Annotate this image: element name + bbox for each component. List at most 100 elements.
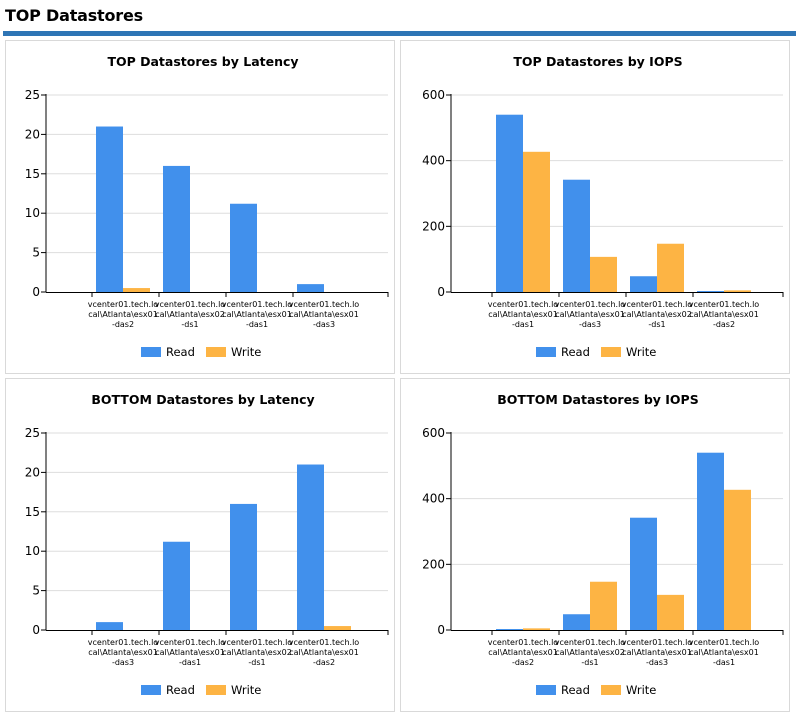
bar-read-4[interactable] <box>697 291 724 292</box>
header-divider-bar <box>3 31 796 36</box>
x-tick-label: cal\Atlanta\esx02 <box>155 310 225 319</box>
chart-bottom-latency: BOTTOM Datastores by Latency 0 5 10 15 20 25 vc… <box>25 392 389 697</box>
y-tick-label: 600 <box>422 88 445 102</box>
legend-label-write[interactable]: Write <box>626 683 656 697</box>
bar-read-4[interactable] <box>697 452 724 630</box>
x-tick-label: -ds1 <box>181 320 198 329</box>
chart-panel-top-iops: TOP Datastores by IOPS 0 200 400 600 vcenter0… <box>400 40 790 374</box>
legend-label-write[interactable]: Write <box>231 683 261 697</box>
bar-write-3[interactable] <box>657 243 684 292</box>
bar-read-3[interactable] <box>630 276 657 292</box>
x-tick-label: vcenter01.tech.lo <box>155 638 225 647</box>
y-tick-label: 0 <box>32 285 40 299</box>
bar-read-2[interactable] <box>563 179 590 292</box>
x-tick-label: -das3 <box>313 320 335 329</box>
bar-write-3[interactable] <box>657 594 684 630</box>
bar-read-3[interactable] <box>630 517 657 630</box>
x-tick-label: -ds1 <box>581 658 598 667</box>
chart-title: TOP Datastores by Latency <box>107 54 298 69</box>
bar-read-4[interactable] <box>297 284 324 292</box>
bar-read-2[interactable] <box>163 541 190 630</box>
page-header: TOP Datastores <box>0 0 799 37</box>
bar-read-4[interactable] <box>297 464 324 630</box>
x-tick-label: -das2 <box>512 658 534 667</box>
bar-write-4[interactable] <box>724 489 751 630</box>
x-tick-label: vcenter01.tech.lo <box>289 638 359 647</box>
x-tick-label: vcenter01.tech.lo <box>155 300 225 309</box>
legend-swatch-read[interactable] <box>536 347 556 357</box>
bar-read-3[interactable] <box>230 503 257 630</box>
bar-read-3[interactable] <box>230 203 257 292</box>
x-tick-label: cal\Atlanta\esx01 <box>488 310 558 319</box>
x-tick-label: vcenter01.tech.lo <box>222 638 292 647</box>
legend-swatch-read[interactable] <box>141 685 161 695</box>
legend-label-read[interactable]: Read <box>166 345 195 359</box>
x-tick-label: -ds1 <box>648 320 665 329</box>
y-tick-label: 15 <box>25 167 40 181</box>
y-tick-label: 400 <box>422 154 445 168</box>
y-tick-label: 5 <box>32 584 40 598</box>
legend-swatch-read[interactable] <box>141 347 161 357</box>
bar-read-2[interactable] <box>563 614 590 630</box>
x-tick-label: cal\Atlanta\esx02 <box>222 648 292 657</box>
x-tick-label: vcenter01.tech.lo <box>555 300 625 309</box>
x-tick-label: -das1 <box>713 658 735 667</box>
y-tick-label: 20 <box>25 465 40 479</box>
legend-swatch-write[interactable] <box>601 685 621 695</box>
chart-bottom-iops: BOTTOM Datastores by IOPS 0 200 400 600 vcent… <box>422 392 784 697</box>
legend-label-read[interactable]: Read <box>561 345 590 359</box>
y-tick-label: 25 <box>25 426 40 440</box>
bar-write-4[interactable] <box>724 290 751 292</box>
y-tick-label: 15 <box>25 505 40 519</box>
chart-top-iops: TOP Datastores by IOPS 0 200 400 600 vcenter0… <box>422 54 784 359</box>
bar-read-1[interactable] <box>496 629 523 630</box>
x-tick-label: cal\Atlanta\esx01 <box>488 648 558 657</box>
x-tick-label: vcenter01.tech.lo <box>689 638 759 647</box>
x-tick-label: -das2 <box>713 320 735 329</box>
x-tick-label: cal\Atlanta\esx01 <box>289 310 359 319</box>
bar-write-1[interactable] <box>523 628 550 630</box>
x-tick-label: cal\Atlanta\esx02 <box>555 648 625 657</box>
x-tick-label: vcenter01.tech.lo <box>88 638 158 647</box>
legend-label-read[interactable]: Read <box>166 683 195 697</box>
y-tick-label: 200 <box>422 219 445 233</box>
bar-read-1[interactable] <box>96 622 123 630</box>
chart-top-latency: TOP Datastores by Latency 0 5 10 15 20 25 vcent… <box>25 54 389 359</box>
x-tick-label: cal\Atlanta\esx01 <box>88 310 158 319</box>
legend-swatch-write[interactable] <box>206 685 226 695</box>
x-tick-label: cal\Atlanta\esx01 <box>689 310 759 319</box>
chart-panel-bottom-iops: BOTTOM Datastores by IOPS 0 200 400 600 vcent… <box>400 378 790 712</box>
bar-write-1[interactable] <box>123 288 150 292</box>
bar-read-1[interactable] <box>496 114 523 292</box>
y-tick-label: 200 <box>422 557 445 571</box>
x-tick-label: -das1 <box>512 320 534 329</box>
legend-label-read[interactable]: Read <box>561 683 590 697</box>
legend-swatch-write[interactable] <box>601 347 621 357</box>
y-tick-label: 400 <box>422 492 445 506</box>
x-tick-label: vcenter01.tech.lo <box>289 300 359 309</box>
y-tick-label: 600 <box>422 426 445 440</box>
bar-read-2[interactable] <box>163 165 190 292</box>
x-tick-label: vcenter01.tech.lo <box>622 638 692 647</box>
x-tick-label: cal\Atlanta\esx01 <box>622 648 692 657</box>
x-tick-label: vcenter01.tech.lo <box>88 300 158 309</box>
bar-write-2[interactable] <box>590 256 617 292</box>
x-tick-label: -das3 <box>112 658 134 667</box>
page-title: TOP Datastores <box>5 6 143 25</box>
x-tick-label: vcenter01.tech.lo <box>222 300 292 309</box>
x-tick-label: vcenter01.tech.lo <box>488 638 558 647</box>
legend-swatch-write[interactable] <box>206 347 226 357</box>
x-tick-label: vcenter01.tech.lo <box>622 300 692 309</box>
y-tick-label: 10 <box>25 206 40 220</box>
legend-label-write[interactable]: Write <box>626 345 656 359</box>
x-tick-label: -das3 <box>646 658 668 667</box>
bar-write-4[interactable] <box>324 626 351 630</box>
bar-write-1[interactable] <box>523 151 550 292</box>
chart-title: TOP Datastores by IOPS <box>513 54 682 69</box>
bar-write-2[interactable] <box>590 581 617 630</box>
legend-swatch-read[interactable] <box>536 685 556 695</box>
legend-label-write[interactable]: Write <box>231 345 261 359</box>
y-tick-label: 20 <box>25 127 40 141</box>
bar-read-1[interactable] <box>96 126 123 293</box>
y-tick-label: 5 <box>32 246 40 260</box>
